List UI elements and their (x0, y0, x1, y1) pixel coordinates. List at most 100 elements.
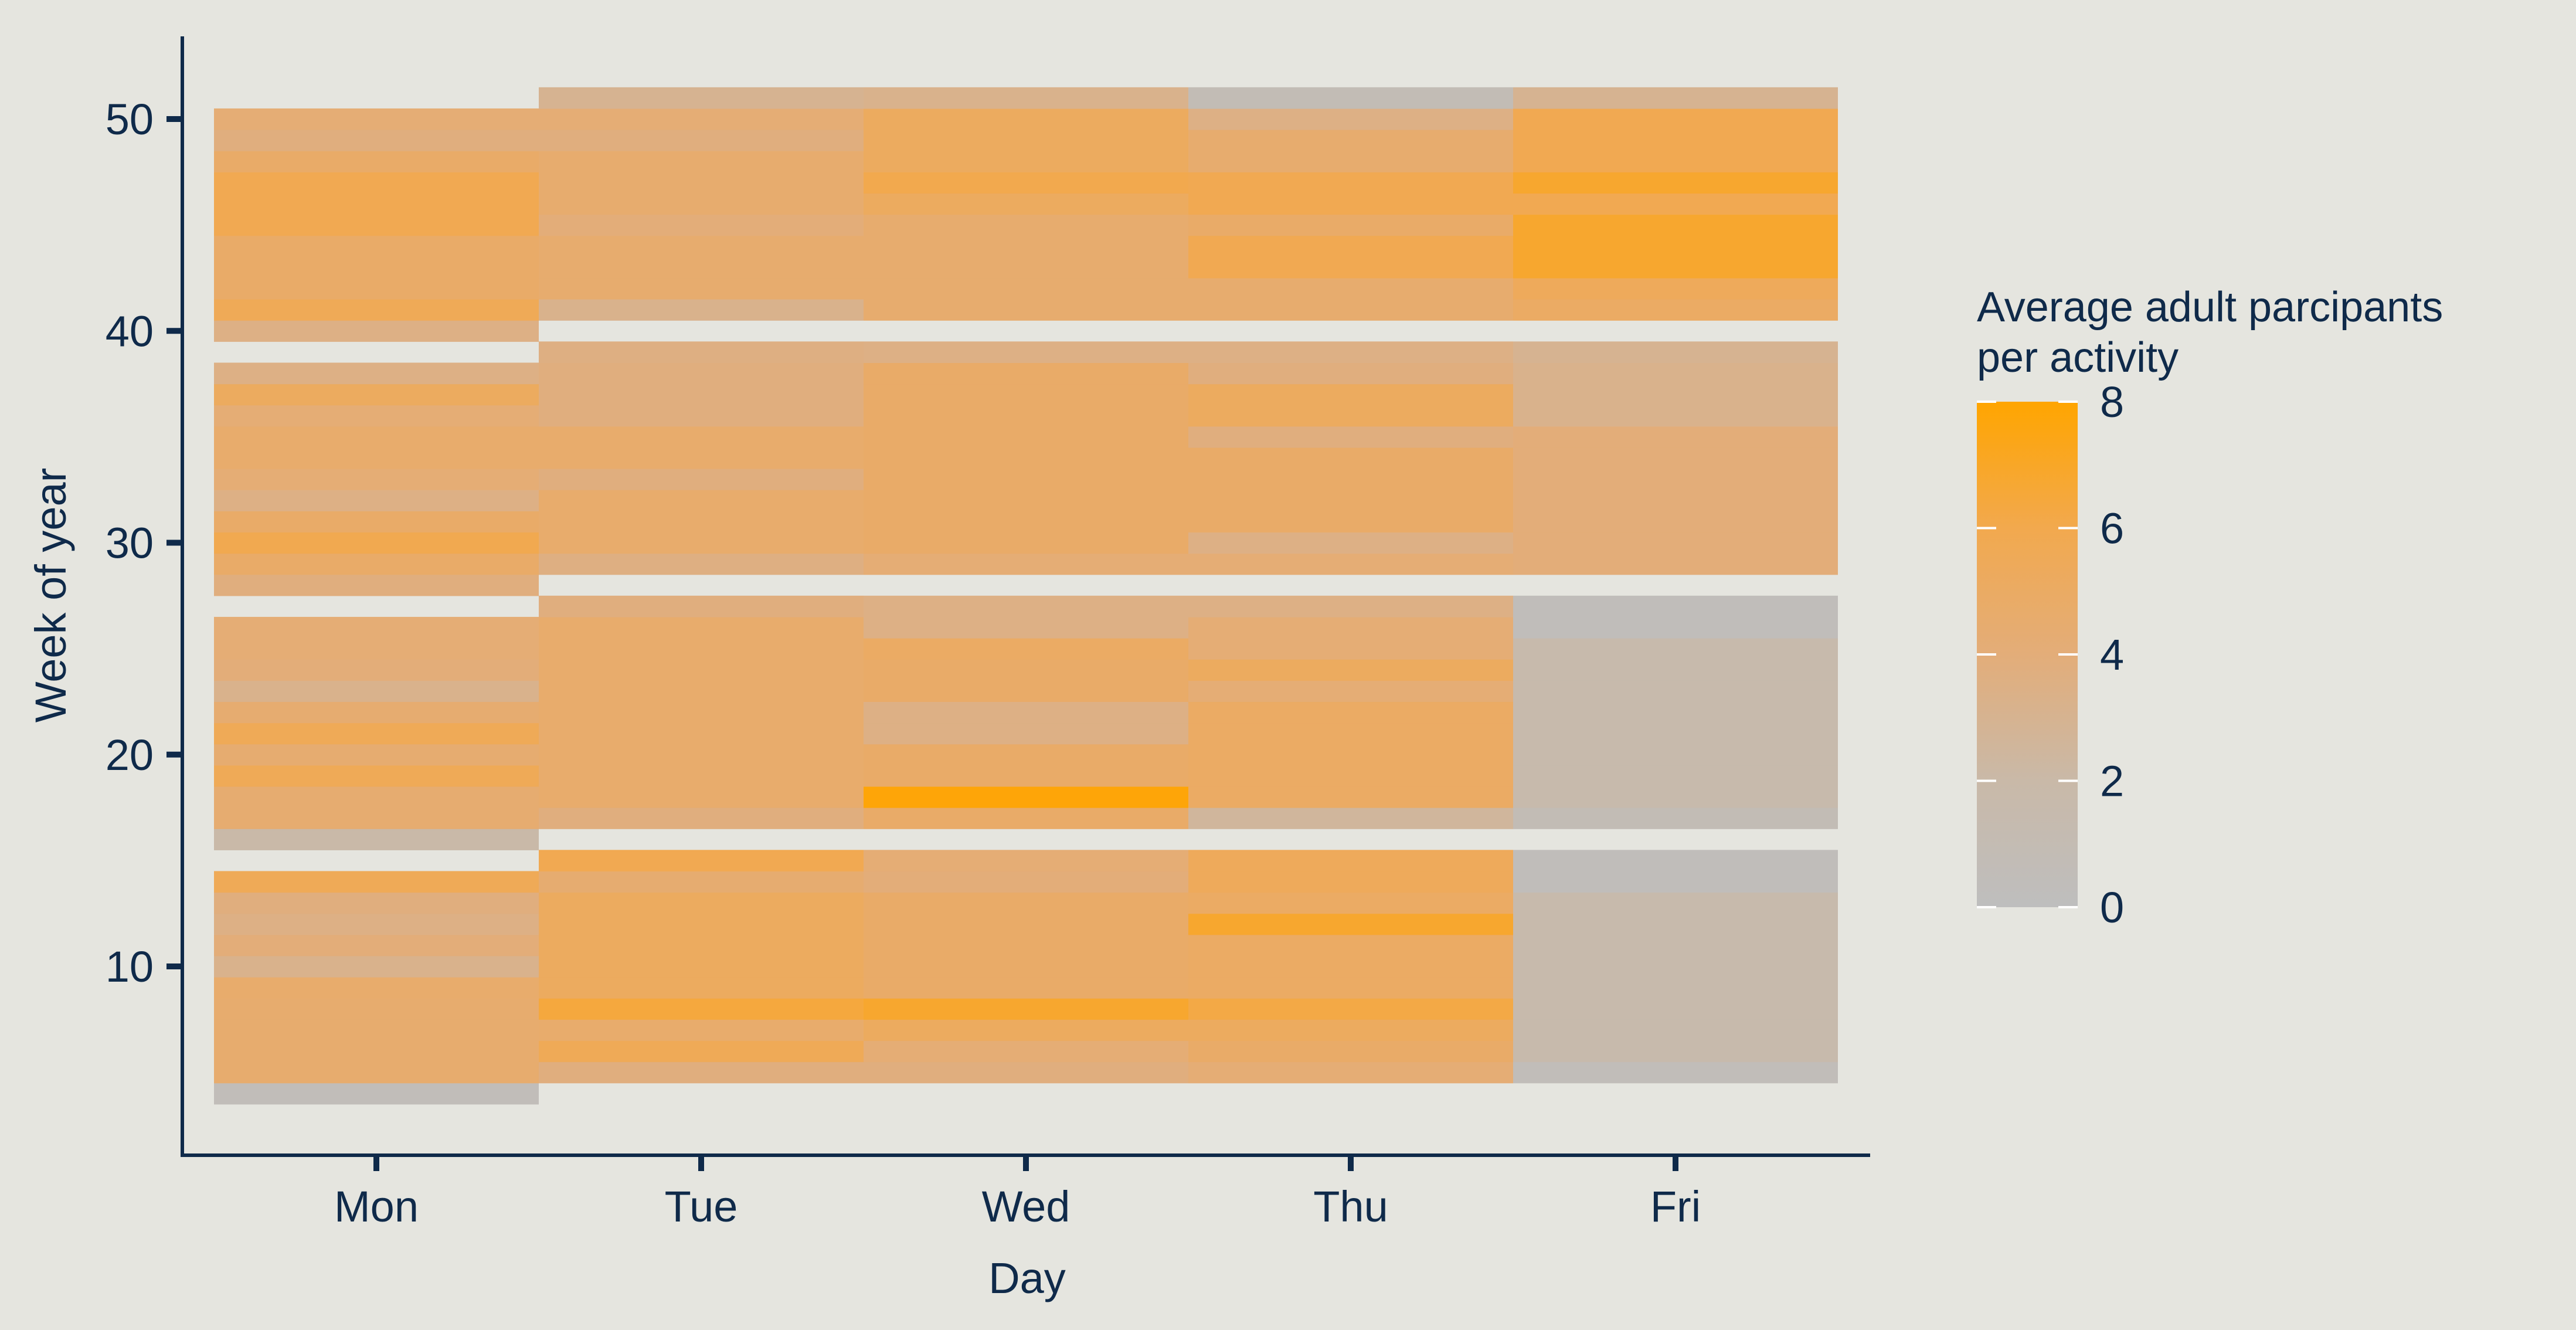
heatmap-cell (214, 320, 539, 342)
heatmap-cell (864, 511, 1188, 533)
heatmap-cell (214, 871, 539, 893)
heatmap-cell (214, 680, 539, 703)
y-tick-label: 50 (106, 95, 154, 144)
heatmap-cell (1188, 87, 1513, 109)
heatmap-cell (539, 850, 864, 872)
heatmap-cell (214, 913, 539, 935)
heatmap-cell (214, 616, 539, 639)
heatmap-cell (214, 1083, 539, 1105)
heatmap-cell (214, 1061, 539, 1084)
heatmap-cell (1513, 934, 1838, 956)
heatmap-cell (1188, 172, 1513, 194)
heatmap-cell (1188, 786, 1513, 808)
x-tick-label: Mon (334, 1182, 419, 1231)
heatmap-cell (214, 405, 539, 427)
heatmap-cell (1513, 193, 1838, 215)
heatmap-cell (1188, 277, 1513, 300)
heatmap-cell (864, 680, 1188, 703)
heatmap-cell (864, 638, 1188, 660)
heatmap-cell (1188, 532, 1513, 554)
heatmap-cell (539, 384, 864, 406)
heatmap-cell (1188, 1061, 1513, 1084)
heatmap-cell (1188, 405, 1513, 427)
heatmap-cell (1513, 490, 1838, 511)
heatmap-cell (214, 151, 539, 172)
heatmap-cell (214, 235, 539, 257)
x-tick-label: Thu (1313, 1182, 1388, 1231)
heatmap-cell (864, 744, 1188, 766)
heatmap-cell (214, 426, 539, 448)
heatmap-cell (214, 130, 539, 151)
heatmap-cell (539, 786, 864, 808)
heatmap-cell (864, 235, 1188, 257)
heatmap-cell (1188, 151, 1513, 172)
heatmap-cell (539, 426, 864, 448)
heatmap-cell (1188, 1040, 1513, 1063)
heatmap-cell (1188, 108, 1513, 130)
heatmap-cell (1513, 998, 1838, 1020)
heatmap-cell (1513, 892, 1838, 914)
heatmap-cell (214, 659, 539, 681)
heatmap-cell (539, 193, 864, 215)
heatmap-cell (1188, 447, 1513, 469)
heatmap-cell (1513, 765, 1838, 787)
heatmap-cell (539, 511, 864, 533)
heatmap-cell (539, 235, 864, 257)
heatmap-cell (864, 384, 1188, 406)
heatmap-cell (1188, 616, 1513, 639)
heatmap-cell (1188, 871, 1513, 893)
heatmap-cell (1188, 977, 1513, 999)
heatmap-cell (864, 871, 1188, 893)
heatmap-cell (214, 574, 539, 596)
heatmap-cell (864, 490, 1188, 511)
heatmap-cell (214, 638, 539, 660)
x-tick-label: Tue (665, 1182, 738, 1231)
heatmap-cell (1513, 955, 1838, 978)
heatmap-cell (1513, 447, 1838, 469)
heatmap-cell (1513, 680, 1838, 703)
heatmap-cell (1513, 130, 1838, 151)
heatmap-cell (1513, 87, 1838, 109)
heatmap-cell (864, 659, 1188, 681)
legend-tick-label: 2 (2100, 757, 2124, 806)
heatmap-cell (214, 511, 539, 533)
heatmap-cell (214, 722, 539, 745)
heatmap-cell (539, 977, 864, 999)
heatmap-cell (1188, 426, 1513, 448)
heatmap-cell (1513, 511, 1838, 533)
heatmap-cell (1188, 384, 1513, 406)
heatmap-cell (864, 955, 1188, 978)
heatmap-cell (1188, 744, 1513, 766)
legend-tick-label: 8 (2100, 378, 2124, 426)
heatmap-cell (539, 87, 864, 109)
heatmap-cell (214, 172, 539, 194)
heatmap-cell (1513, 701, 1838, 724)
heatmap-cell (214, 1019, 539, 1041)
heatmap-cell (214, 701, 539, 724)
heatmap-cell (1188, 850, 1513, 872)
heatmap-cell (1513, 341, 1838, 364)
heatmap-cell (539, 871, 864, 893)
heatmap-cell (539, 808, 864, 829)
x-tick-label: Wed (982, 1182, 1070, 1231)
heatmap-cell (214, 955, 539, 978)
heatmap-cell (1188, 130, 1513, 151)
legend-tick-label: 0 (2100, 883, 2124, 932)
heatmap-cell (1513, 1019, 1838, 1041)
heatmap-cell (1513, 786, 1838, 808)
heatmap-cell (214, 977, 539, 999)
heatmap-cell (214, 490, 539, 511)
heatmap-cell (864, 341, 1188, 364)
heatmap-cell (1513, 1040, 1838, 1063)
heatmap-cell (1513, 256, 1838, 279)
heatmap-cell (1513, 553, 1838, 575)
heatmap-cell (539, 934, 864, 956)
heatmap-cell (1188, 490, 1513, 511)
heatmap-cell (1513, 808, 1838, 829)
heatmap-cell (539, 595, 864, 618)
heatmap-cell (1188, 214, 1513, 236)
heatmap-cell (864, 850, 1188, 872)
heatmap-cell (1188, 511, 1513, 533)
heatmap-cell (1513, 595, 1838, 618)
heatmap-cell (214, 214, 539, 236)
